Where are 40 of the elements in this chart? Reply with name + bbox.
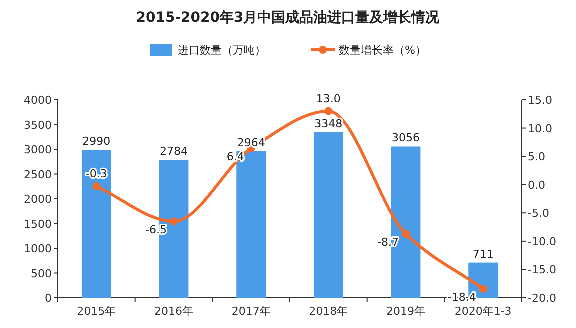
- y2-tick-label: 10.0: [528, 122, 552, 136]
- point: [324, 107, 333, 116]
- y-tick-label: 500: [31, 267, 52, 280]
- x-tick-label: 2016年: [154, 305, 194, 318]
- data-label: 711: [472, 248, 494, 261]
- x-tick-label: 2017年: [232, 305, 271, 318]
- legend-label: 数量增长率（%）: [339, 44, 426, 57]
- y-tick-label: 4000: [24, 94, 52, 107]
- x-tick-label: 2015年: [77, 305, 116, 318]
- x-tick-label: 2018年: [309, 305, 348, 318]
- y-tick-label: 2000: [24, 193, 52, 206]
- point: [479, 284, 488, 293]
- legend-label: 进口数量（万吨）: [178, 44, 266, 57]
- x-tick-label: 2019年: [386, 305, 426, 318]
- y2-tick-label: 5.0: [528, 150, 546, 164]
- y2-tick-label: 0.0: [528, 178, 546, 192]
- data-label: 2784: [160, 145, 188, 158]
- y2-tick-label: -5.0: [528, 207, 550, 220]
- bar: [314, 132, 344, 298]
- x-tick-label: 2020年1-3: [454, 305, 512, 318]
- y-tick-label: 1500: [24, 218, 52, 231]
- data-label: -0.3: [86, 168, 108, 181]
- data-label: 3348: [314, 117, 343, 130]
- data-label: 2990: [82, 134, 111, 148]
- point: [402, 230, 410, 238]
- y-tick-label: 3500: [24, 118, 52, 132]
- point: [170, 218, 178, 226]
- y2-tick-label: -10.0: [528, 235, 556, 248]
- y2-tick-label: 15.0: [528, 94, 552, 107]
- point: [92, 182, 101, 191]
- y2-tick-label: -15.0: [528, 264, 556, 277]
- data-label: 13.0: [316, 92, 341, 106]
- bar: [82, 150, 112, 298]
- chart-title: 2015-2020年3月中国成品油进口量及增长情况: [136, 10, 441, 26]
- y-tick-label: 2500: [24, 168, 52, 182]
- data-label: 3056: [392, 132, 420, 145]
- y-tick-label: 3000: [24, 144, 52, 156]
- y-tick-label: 1000: [24, 242, 52, 256]
- y2-tick-label: -20.0: [528, 292, 556, 305]
- y-tick-label: 0: [45, 292, 52, 305]
